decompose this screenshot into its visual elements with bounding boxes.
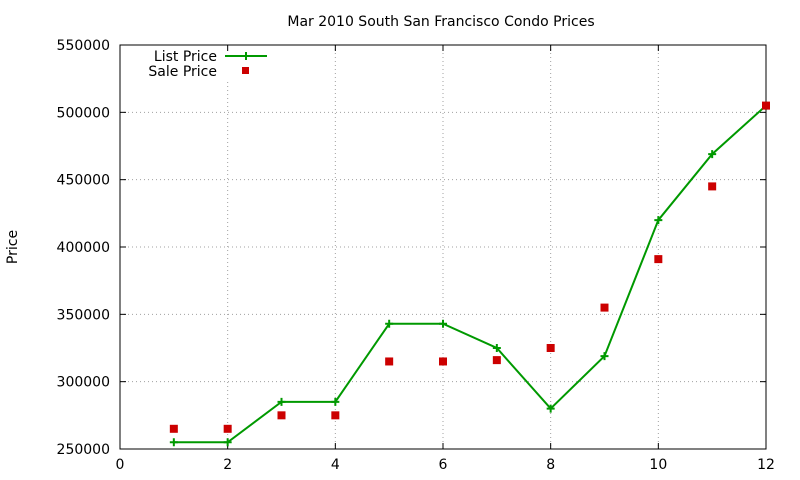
legend-marker-list-price — [242, 52, 250, 60]
legend-marker-sale-price — [242, 67, 249, 74]
data-point-list-price — [654, 216, 663, 225]
data-point-sale-price — [492, 356, 501, 365]
data-point-sale-price — [385, 357, 394, 366]
x-tick-label: 0 — [116, 457, 125, 473]
data-point-sale-price — [439, 357, 447, 366]
legend-label-sale-price: Sale Price — [148, 64, 217, 80]
data-point-sale-price — [169, 424, 178, 433]
data-point-sale-price — [654, 255, 663, 264]
x-tick-label: 6 — [439, 457, 448, 473]
x-tick-label: 12 — [757, 457, 775, 473]
data-point-sale-price — [331, 411, 340, 420]
data-point-sale-price — [600, 303, 609, 312]
data-point-list-price — [708, 150, 717, 159]
y-tick-label: 500000 — [57, 105, 110, 121]
y-tick-label: 300000 — [57, 375, 110, 391]
y-tick-label: 400000 — [57, 240, 110, 256]
x-tick-label: 2 — [223, 457, 232, 473]
chart-title: Mar 2010 South San Francisco Condo Price… — [287, 14, 594, 30]
y-axis-label: Price — [5, 230, 21, 264]
data-point-list-price — [600, 352, 609, 361]
data-point-list-price — [492, 344, 501, 352]
legend: List Price Sale Price — [148, 49, 267, 80]
data-point-list-price — [385, 319, 394, 328]
data-point-sale-price — [277, 411, 286, 420]
x-tick-label: 8 — [546, 457, 555, 473]
data-point-sale-price — [708, 182, 717, 191]
data-point-list-price — [223, 438, 232, 447]
series-layer — [169, 101, 770, 447]
data-point-list-price — [331, 397, 340, 406]
data-point-sale-price — [546, 344, 555, 352]
x-tick-label: 4 — [331, 457, 340, 473]
y-tick-label: 550000 — [57, 38, 110, 54]
data-point-sale-price — [223, 424, 232, 433]
data-point-sale-price — [762, 101, 770, 110]
grid — [120, 45, 766, 449]
x-tick-label: 10 — [649, 457, 667, 473]
y-tick-label: 250000 — [57, 442, 110, 458]
series-line-list-price — [173, 104, 767, 444]
data-point-list-price — [277, 397, 286, 406]
axis-ticks: 250000 300000 350000 400000 450000 500000 5500… — [57, 38, 775, 473]
data-point-list-price — [546, 404, 555, 413]
y-tick-label: 350000 — [57, 307, 110, 323]
y-tick-label: 450000 — [57, 173, 110, 189]
data-point-list-price — [439, 319, 447, 328]
legend-label-list-price: List Price — [154, 49, 217, 65]
data-point-list-price — [169, 438, 178, 447]
